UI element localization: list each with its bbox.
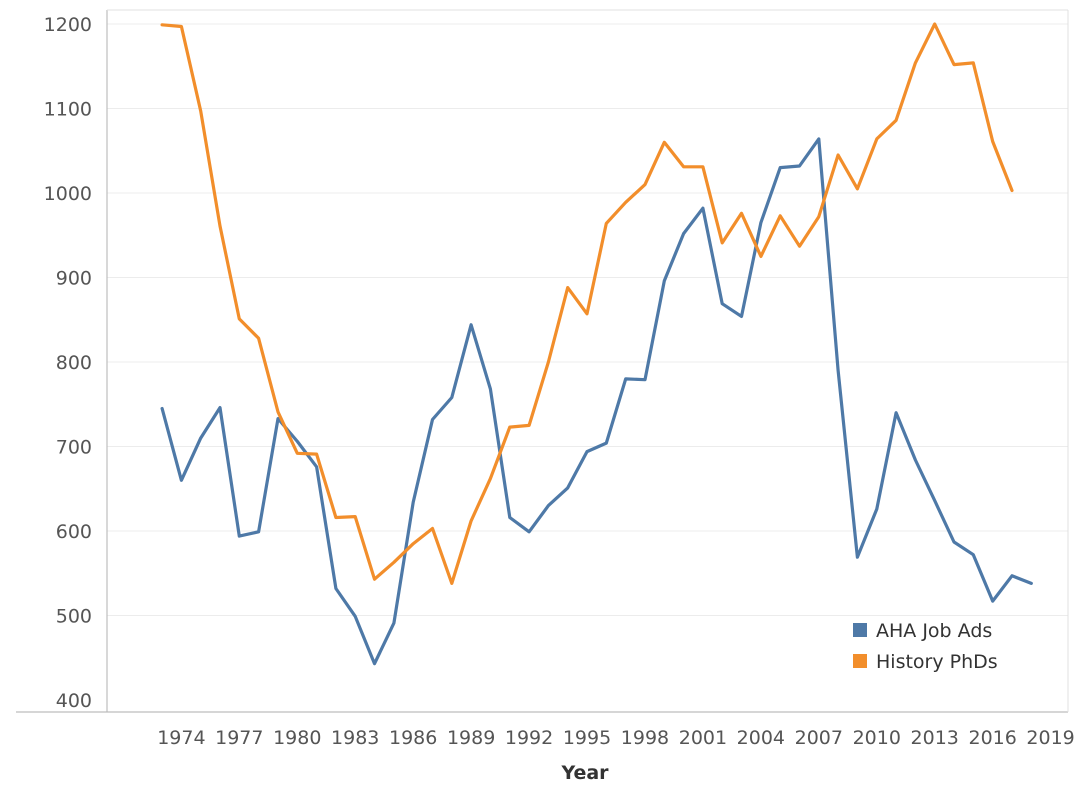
y-tick-label: 1000 [44, 183, 92, 205]
legend-label-history-phds: History PhDs [876, 651, 998, 673]
series-line-aha-job-ads [160, 137, 1033, 666]
series-lines [160, 22, 1033, 666]
y-tick-label: 500 [56, 606, 92, 628]
x-tick-label: 2013 [911, 727, 959, 749]
legend-swatch-aha-job-ads [853, 623, 867, 637]
x-tick-label: 2007 [795, 727, 843, 749]
x-tick-label: 1992 [505, 727, 553, 749]
y-tick-label: 1100 [44, 99, 92, 121]
x-tick-label: 1989 [447, 727, 495, 749]
legend-label-aha-job-ads: AHA Job Ads [876, 620, 992, 642]
y-tick-label: 400 [56, 690, 92, 712]
y-tick-label: 900 [56, 268, 92, 290]
x-tick-label: 2001 [679, 727, 727, 749]
x-tick-label: 1983 [331, 727, 379, 749]
x-axis-title: Year [560, 762, 609, 784]
legend-swatch-history-phds [853, 654, 867, 668]
x-tick-label: 1977 [215, 727, 263, 749]
series-line-history-phds [160, 22, 1014, 586]
x-tick-label: 1980 [273, 727, 321, 749]
y-tick-label: 600 [56, 521, 92, 543]
legend: AHA Job Ads History PhDs [853, 620, 998, 673]
y-tick-label: 1200 [44, 14, 92, 36]
x-tick-label: 2016 [968, 727, 1016, 749]
gridlines [107, 23, 1068, 616]
x-tick-label: 2010 [853, 727, 901, 749]
x-tick-label: 1995 [563, 727, 611, 749]
x-axis-ticks: 1974 1977 1980 1983 1986 1989 1992 1995 1998 2001… [157, 727, 1075, 749]
y-axis-ticks: 1200 1100 1000 900 800 700 600 500 400 [44, 14, 92, 712]
x-tick-label: 2004 [737, 727, 785, 749]
y-tick-label: 800 [56, 352, 92, 374]
x-tick-label: 2019 [1026, 727, 1074, 749]
x-tick-label: 1974 [157, 727, 205, 749]
y-tick-label: 700 [56, 437, 92, 459]
x-tick-label: 1986 [389, 727, 437, 749]
x-tick-label: 1998 [621, 727, 669, 749]
